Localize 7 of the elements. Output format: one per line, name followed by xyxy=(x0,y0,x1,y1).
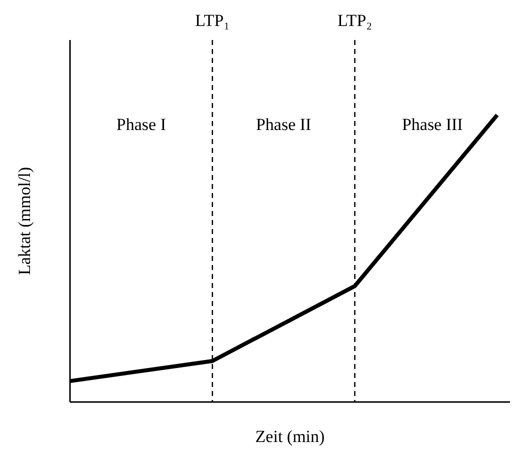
text: LTP₁ xyxy=(195,11,230,30)
annotation: Phase III xyxy=(402,115,464,134)
y-axis-title: Laktat (mmol/l) xyxy=(15,166,34,276)
annotation: Phase I xyxy=(116,115,166,134)
annotation: Phase II xyxy=(256,115,312,134)
text: LTP₂ xyxy=(337,11,372,30)
x-axis-title: Zeit (min) xyxy=(255,427,325,446)
